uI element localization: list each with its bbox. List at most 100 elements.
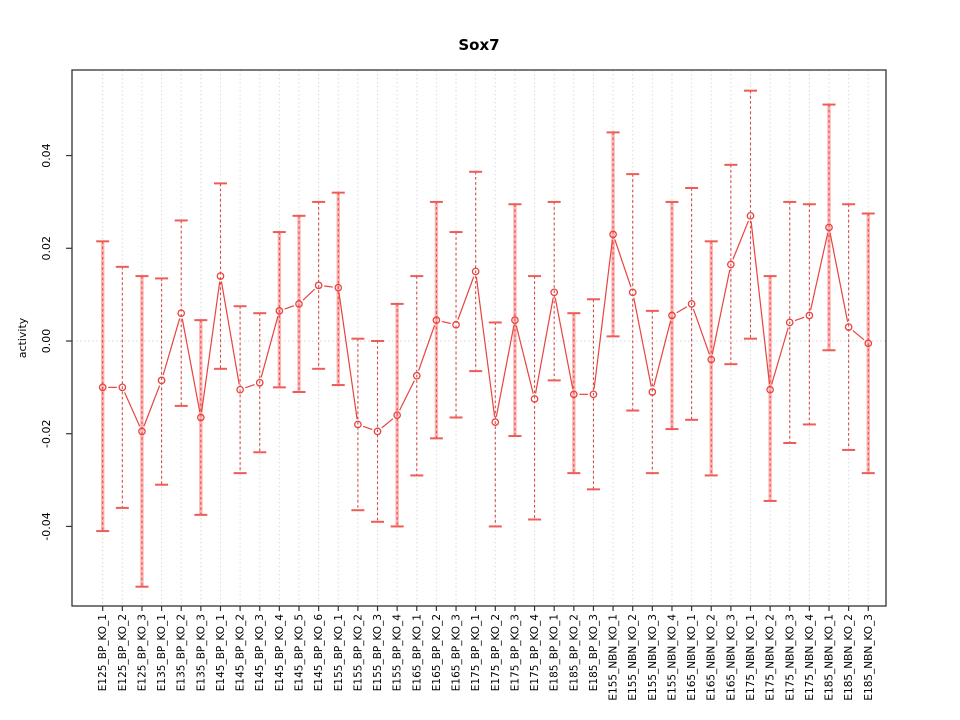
- data-point: [844, 323, 853, 331]
- x-tick-label: E135_BP_KO_3: [195, 614, 207, 691]
- series-line-segment: [457, 276, 475, 320]
- data-point: [785, 318, 794, 327]
- x-tick-label: E145_BP_KO_2: [235, 614, 247, 691]
- x-tick-label: E155_NBN_KO_4: [666, 614, 678, 701]
- data-point: [511, 316, 519, 324]
- series-line-segment: [692, 308, 710, 355]
- series-line-segment: [220, 281, 240, 385]
- data-point: [118, 383, 127, 392]
- data-point: [864, 339, 873, 348]
- y-tick-label: 0.00: [40, 329, 53, 354]
- x-tick-label: E145_BP_KO_1: [215, 614, 227, 691]
- x-tick-label: E145_BP_KO_3: [254, 614, 266, 691]
- series-line-segment: [302, 288, 316, 301]
- series-line-segment: [181, 318, 201, 413]
- data-point: [569, 390, 578, 399]
- series-line-segment: [593, 239, 614, 389]
- x-tick-label: E155_BP_KO_1: [333, 614, 345, 691]
- data-point: [530, 395, 539, 403]
- series-line-segment: [809, 232, 829, 311]
- x-tick-label: E165_NBN_KO_2: [706, 614, 718, 701]
- data-point: [452, 320, 460, 329]
- x-tick-label: E185_BP_KO_2: [568, 614, 580, 691]
- y-axis-title: activity: [16, 317, 29, 359]
- data-point: [216, 272, 225, 280]
- x-tick-label: E155_BP_KO_3: [372, 614, 384, 691]
- series-line-segment: [515, 325, 534, 394]
- x-tick-label: E175_NBN_KO_3: [784, 614, 796, 701]
- data-point: [628, 288, 637, 297]
- x-tick-label: E125_BP_KO_2: [117, 614, 129, 691]
- y-tick-label: 0.04: [40, 143, 53, 168]
- data-point: [805, 311, 814, 320]
- x-tick-label: E145_BP_KO_6: [313, 614, 325, 692]
- series-line-segment: [554, 297, 574, 390]
- y-tick-label: 0.02: [40, 236, 53, 261]
- x-tick-label: E175_NBN_KO_1: [745, 614, 757, 701]
- x-tick-label: E175_NBN_KO_2: [765, 614, 777, 701]
- x-tick-label: E145_BP_KO_4: [274, 614, 286, 692]
- series-line-segment: [399, 380, 415, 411]
- data-point: [177, 309, 186, 318]
- series-line-segment: [711, 269, 731, 355]
- y-tick-label: -0.04: [40, 512, 53, 540]
- data-point: [412, 371, 421, 380]
- data-point: [138, 427, 146, 436]
- x-tick-label: E175_BP_KO_1: [470, 614, 482, 691]
- data-point: [373, 427, 382, 436]
- data-point: [668, 311, 676, 320]
- x-tick-label: E185_NBN_KO_2: [843, 614, 855, 701]
- series-line-segment: [852, 330, 865, 341]
- x-tick-label: E155_NBN_KO_2: [627, 614, 639, 701]
- data-point: [550, 288, 559, 297]
- y-tick-label: -0.02: [40, 419, 53, 447]
- series-line-segment: [633, 297, 652, 387]
- data-point: [766, 385, 774, 394]
- data-point: [471, 267, 480, 276]
- series-line-segment: [201, 281, 221, 413]
- series-line-segment: [143, 385, 161, 427]
- data-point: [314, 281, 323, 290]
- data-point: [197, 413, 205, 422]
- data-point: [255, 378, 264, 387]
- series-line-segment: [653, 320, 672, 387]
- x-tick-label: E145_BP_KO_5: [294, 614, 306, 691]
- data-point: [727, 260, 735, 269]
- chart-title: Sox7: [458, 36, 500, 54]
- series-line-segment: [829, 232, 849, 322]
- x-tick-label: E185_NBN_KO_3: [863, 614, 875, 701]
- series-line-segment: [614, 239, 632, 288]
- series-line-segment: [475, 276, 496, 417]
- series-line-segment: [284, 305, 295, 310]
- data-point: [432, 316, 441, 324]
- x-tick-label: E175_NBN_KO_4: [804, 614, 816, 701]
- data-point: [687, 300, 696, 308]
- data-point: [295, 300, 303, 308]
- series-line-segment: [338, 293, 358, 420]
- data-point: [825, 223, 833, 232]
- series-line-segment: [732, 220, 749, 260]
- series-line-segment: [324, 285, 333, 288]
- series-line-segment: [124, 392, 141, 427]
- series-line-segment: [771, 327, 789, 385]
- x-tick-label: E125_BP_KO_3: [136, 614, 148, 691]
- x-tick-label: E125_BP_KO_1: [97, 614, 109, 691]
- data-point: [157, 376, 166, 385]
- x-tick-label: E155_BP_KO_2: [352, 614, 364, 691]
- series-line-segment: [260, 316, 279, 378]
- x-tick-label: E135_BP_KO_1: [156, 614, 168, 691]
- data-point: [334, 283, 343, 292]
- x-tick-label: E165_BP_KO_1: [411, 614, 423, 691]
- data-point: [746, 211, 755, 220]
- series-line-segment: [418, 325, 436, 371]
- data-point: [236, 385, 244, 394]
- x-tick-label: E165_NBN_KO_3: [725, 614, 737, 701]
- data-point: [393, 411, 401, 420]
- x-tick-label: E135_BP_KO_2: [176, 614, 188, 691]
- series-line-segment: [381, 418, 394, 429]
- data-point: [98, 383, 107, 392]
- series-line-segment: [245, 383, 255, 389]
- x-tick-label: E175_BP_KO_3: [509, 614, 521, 691]
